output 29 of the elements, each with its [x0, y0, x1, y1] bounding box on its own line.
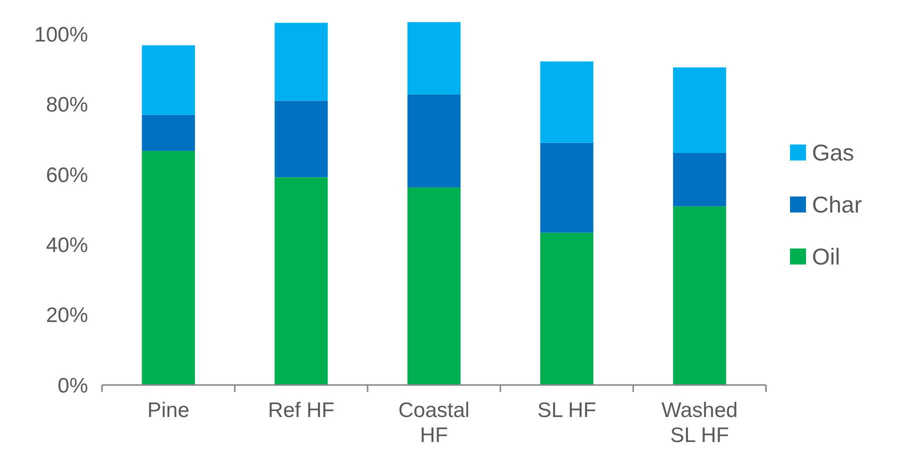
bar [407, 22, 461, 94]
bar [142, 45, 195, 115]
bar [142, 114, 195, 151]
bar [673, 67, 726, 154]
bar [407, 94, 461, 188]
y-tick-label: 0% [58, 374, 88, 398]
bar [274, 100, 328, 178]
bar [540, 232, 594, 385]
y-tick-label: 100% [34, 23, 88, 46]
x-tick-label: Washed SL HF [661, 399, 738, 447]
y-tick-label: 40% [46, 234, 88, 257]
bar [673, 153, 726, 206]
legend-label: Char [812, 192, 862, 218]
bar [407, 187, 461, 385]
x-tick-label: Coastal HF [398, 399, 470, 447]
bar [274, 22, 328, 101]
bar [274, 177, 328, 385]
bar [540, 142, 594, 233]
y-tick-label: 20% [46, 304, 88, 328]
x-tick-label: Pine [147, 399, 190, 422]
x-tick-label: SL HF [537, 399, 596, 422]
bar [673, 206, 726, 385]
legend-label: Gas [812, 140, 854, 166]
legend-label: Oil [812, 244, 840, 270]
y-tick-label: 60% [46, 164, 88, 187]
y-tick-label: 80% [46, 94, 88, 117]
bar [142, 150, 195, 385]
x-tick-label: Ref HF [268, 399, 334, 422]
bar [540, 61, 594, 143]
